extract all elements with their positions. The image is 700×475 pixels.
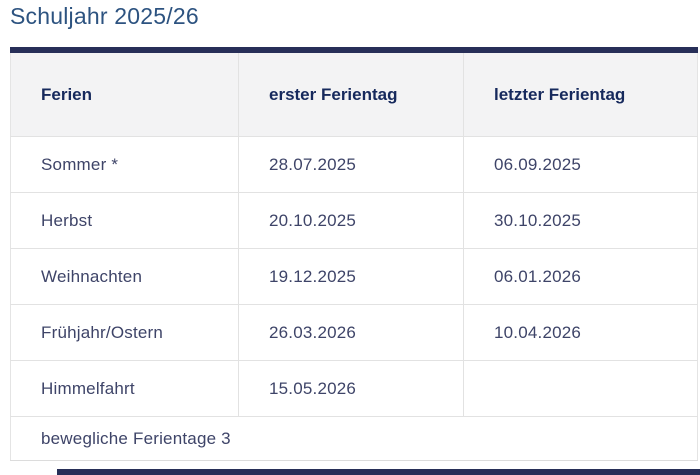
next-table-top-border xyxy=(57,469,700,475)
column-header-erster-ferientag: erster Ferientag xyxy=(238,50,464,137)
last-day-cell: 30.10.2025 xyxy=(463,192,698,249)
last-day-cell: 06.01.2026 xyxy=(463,248,698,305)
holiday-name-cell: Weihnachten xyxy=(10,248,239,305)
holiday-name-cell: Herbst xyxy=(10,192,239,249)
holiday-name-cell: Frühjahr/Ostern xyxy=(10,304,239,361)
table-row: Weihnachten 19.12.2025 06.01.2026 xyxy=(10,248,698,305)
movable-holidays-note: bewegliche Ferientage 3 xyxy=(10,416,698,461)
table-footer-row: bewegliche Ferientage 3 xyxy=(10,416,698,461)
table-header-row: Ferien erster Ferientag letzter Ferienta… xyxy=(10,50,698,137)
last-day-cell: 10.04.2026 xyxy=(463,304,698,361)
table-row: Sommer * 28.07.2025 06.09.2025 xyxy=(10,136,698,193)
first-day-cell: 15.05.2026 xyxy=(238,360,464,417)
column-header-ferien: Ferien xyxy=(10,50,239,137)
holiday-table: Ferien erster Ferientag letzter Ferienta… xyxy=(10,47,698,461)
table-row: Herbst 20.10.2025 30.10.2025 xyxy=(10,192,698,249)
first-day-cell: 19.12.2025 xyxy=(238,248,464,305)
column-header-letzter-ferientag: letzter Ferientag xyxy=(463,50,698,137)
table-row: Himmelfahrt 15.05.2026 xyxy=(10,360,698,417)
last-day-cell xyxy=(463,360,698,417)
table-row: Frühjahr/Ostern 26.03.2026 10.04.2026 xyxy=(10,304,698,361)
first-day-cell: 20.10.2025 xyxy=(238,192,464,249)
holiday-name-cell: Himmelfahrt xyxy=(10,360,239,417)
holiday-name-cell: Sommer * xyxy=(10,136,239,193)
first-day-cell: 28.07.2025 xyxy=(238,136,464,193)
first-day-cell: 26.03.2026 xyxy=(238,304,464,361)
last-day-cell: 06.09.2025 xyxy=(463,136,698,193)
page-title: Schuljahr 2025/26 xyxy=(10,3,199,29)
